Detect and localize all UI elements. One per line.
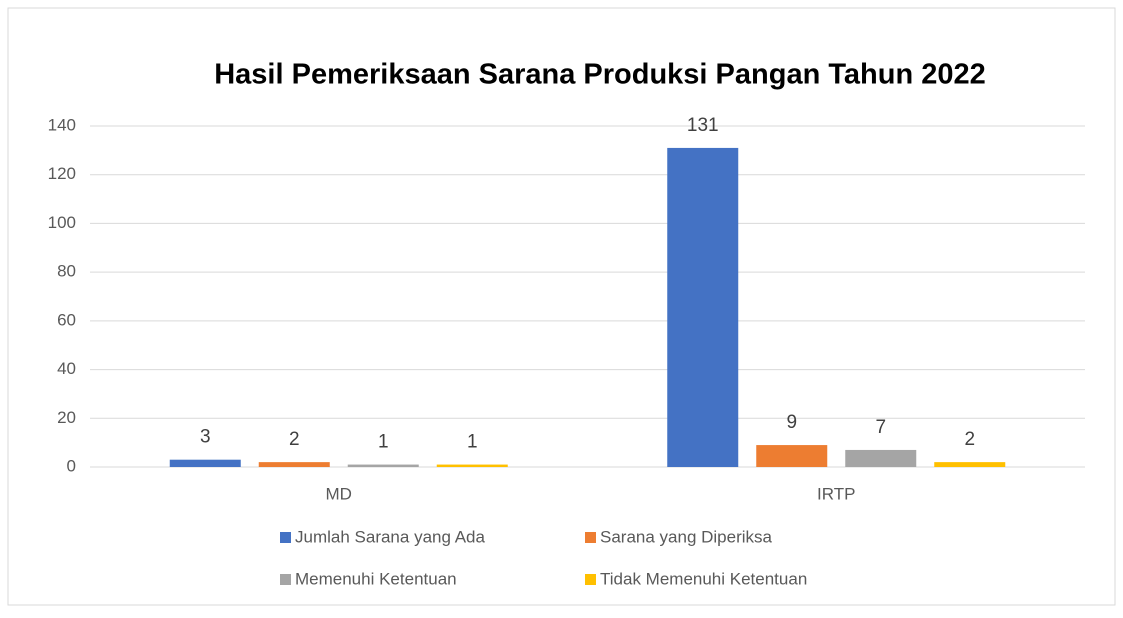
bar [756,445,828,467]
legend-label: Jumlah Sarana yang Ada [295,527,486,546]
bar [845,449,917,467]
bar [258,462,330,467]
bar [667,147,739,467]
y-tick-label: 20 [57,408,76,427]
bar [436,464,508,467]
data-label: 9 [786,412,797,433]
bar [347,464,419,467]
y-tick-label: 60 [57,310,76,329]
x-tick-label: MD [326,484,352,503]
data-label: 7 [875,417,886,438]
x-tick-label: IRTP [817,484,855,503]
data-label: 2 [289,429,300,450]
y-tick-label: 120 [48,164,76,183]
y-tick-label: 100 [48,213,76,232]
bar [169,459,241,467]
bar [934,462,1006,467]
data-label: 3 [200,427,211,448]
y-tick-label: 40 [57,359,76,378]
data-label: 1 [378,432,389,453]
y-tick-label: 80 [57,262,76,281]
legend-swatch [585,532,596,543]
data-label: 2 [964,429,975,450]
legend-swatch [585,574,596,585]
data-label: 1 [467,432,478,453]
legend-label: Memenuhi Ketentuan [295,569,457,588]
y-tick-label: 0 [67,456,76,475]
y-tick-label: 140 [48,115,76,134]
legend-label: Sarana yang Diperiksa [600,527,773,546]
data-label: 131 [687,115,719,136]
legend-swatch [280,574,291,585]
chart-title: Hasil Pemeriksaan Sarana Produksi Pangan… [214,59,986,91]
chart-border [7,7,1116,606]
legend-swatch [280,532,291,543]
legend-label: Tidak Memenuhi Ketentuan [600,569,807,588]
